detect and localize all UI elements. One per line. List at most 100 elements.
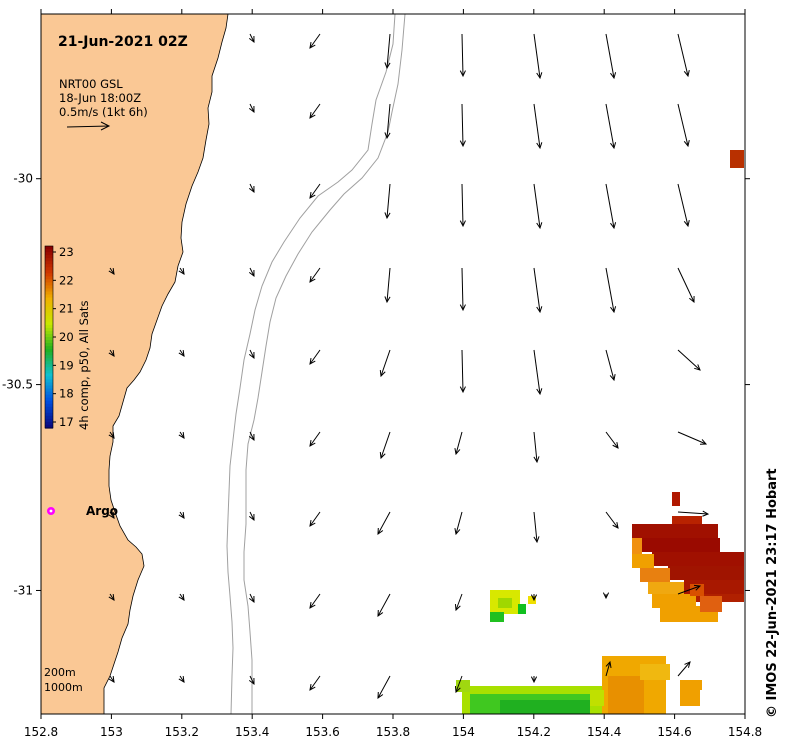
colorbar-swatch: [45, 352, 53, 356]
sst-cell: [652, 594, 696, 608]
colorbar-swatch: [45, 424, 53, 429]
colorbar-swatch: [45, 418, 53, 423]
colorbar-swatch: [45, 258, 53, 262]
current-vector-arrow: [379, 349, 391, 378]
colorbar-swatch: [45, 403, 53, 408]
sst-cell: [632, 538, 642, 554]
x-tick-label: 154: [452, 725, 475, 739]
current-vector-arrow: [533, 183, 543, 230]
current-vector-arrow: [459, 183, 466, 228]
colorbar-swatch: [45, 318, 53, 323]
current-vector-arrow: [605, 511, 619, 529]
current-vector-arrow: [533, 349, 543, 396]
current-vector-arrow: [248, 431, 255, 442]
current-vector-arrow: [248, 103, 255, 114]
sst-cell: [672, 492, 680, 506]
current-vector-arrow: [178, 431, 185, 439]
sst-overlay: [456, 150, 745, 714]
current-vector-arrow: [248, 267, 255, 278]
product-line-1: NRT00 GSL: [59, 77, 123, 91]
colorbar-tick-label: 23: [59, 245, 74, 259]
colorbar-swatch: [45, 303, 53, 308]
colorbar-swatch: [45, 337, 53, 341]
sst-cell: [640, 538, 720, 552]
current-vector-arrow: [178, 593, 185, 601]
current-vector-arrow: [108, 349, 115, 357]
colorbar-swatch: [45, 361, 53, 365]
current-vector-arrow: [605, 660, 612, 677]
current-vector-arrow: [605, 431, 619, 449]
colorbar-swatch: [45, 324, 53, 329]
contour-1000m: [243, 14, 406, 714]
current-vector-arrow: [533, 431, 540, 464]
sst-cell: [500, 700, 590, 714]
colorbar-swatch: [45, 415, 53, 420]
depth-legend-1000m: 1000m: [44, 681, 83, 694]
sst-cell: [640, 568, 670, 582]
current-vector-arrow: [248, 33, 255, 44]
colorbar-swatch: [45, 397, 53, 402]
credit-text: © IMOS 22-Jun-2021 23:17 Hobart: [765, 468, 780, 718]
colorbar-swatch: [45, 349, 53, 353]
sst-cell: [528, 596, 536, 604]
colorbar-swatch: [45, 364, 53, 368]
current-vector-arrow: [384, 103, 391, 140]
current-vector-arrow: [379, 431, 391, 460]
current-vector-arrow: [459, 33, 466, 78]
current-vector-arrow: [248, 675, 255, 686]
colorbar-swatch: [45, 409, 53, 414]
current-vector-arrow: [605, 267, 617, 314]
colorbar-tick-label: 19: [59, 358, 74, 372]
colorbar-swatch: [45, 255, 53, 259]
current-vector-arrow: [605, 103, 617, 150]
colorbar-swatch: [45, 327, 53, 332]
product-line-2: 18-Jun 18:00Z: [59, 91, 141, 105]
current-vector-arrow: [309, 103, 321, 119]
current-vector-arrow: [533, 267, 543, 314]
colorbar-swatch: [45, 273, 53, 277]
colorbar-swatch: [45, 346, 53, 350]
colorbar-swatch: [45, 394, 53, 399]
sst-cell: [498, 598, 512, 608]
colorbar-tick-label: 21: [59, 302, 74, 316]
current-vector-arrow: [384, 33, 391, 70]
current-vector-arrow: [533, 33, 543, 80]
colorbar-swatch: [45, 358, 53, 362]
colorbar-swatch: [45, 406, 53, 411]
colorbar-swatch: [45, 370, 53, 374]
sst-cell: [730, 150, 744, 168]
colorbar-swatch: [45, 400, 53, 405]
x-tick-label: 152.8: [24, 725, 58, 739]
colorbar-swatch: [45, 373, 53, 378]
current-vector-arrow: [309, 675, 321, 691]
y-axis: -30 -30.5 -31: [2, 172, 750, 597]
sst-cell: [632, 524, 718, 538]
sst-cell: [672, 516, 702, 524]
colorbar-swatch: [45, 261, 53, 265]
depth-legend-200m: 200m: [44, 666, 76, 679]
current-vector-arrow: [533, 103, 543, 150]
current-vector-arrow: [309, 511, 321, 527]
colorbar-tick-label: 18: [59, 387, 74, 401]
sst-cell: [700, 596, 722, 612]
colorbar-label: 4h comp, p50, All Sats: [77, 301, 91, 430]
colorbar-swatch: [45, 367, 53, 371]
x-tick-label: 153.2: [165, 725, 199, 739]
colorbar-tick-label: 17: [59, 415, 74, 429]
colorbar-swatch: [45, 291, 53, 296]
current-vector-arrow: [309, 267, 321, 283]
current-vector-arrow: [602, 592, 610, 600]
colorbar-tick-label: 20: [59, 330, 74, 344]
colorbar-swatch: [45, 294, 53, 299]
current-vector-arrow: [454, 511, 463, 536]
current-vector-arrow: [533, 511, 540, 544]
x-tick-label: 154.6: [657, 725, 691, 739]
colorbar-swatch: [45, 385, 53, 390]
x-tick-label: 153.4: [235, 725, 269, 739]
current-vector-arrow: [384, 183, 391, 220]
sst-cell: [518, 604, 526, 614]
sst-cell: [640, 664, 670, 680]
colorbar-swatch: [45, 300, 53, 305]
colorbar-swatch: [45, 355, 53, 359]
